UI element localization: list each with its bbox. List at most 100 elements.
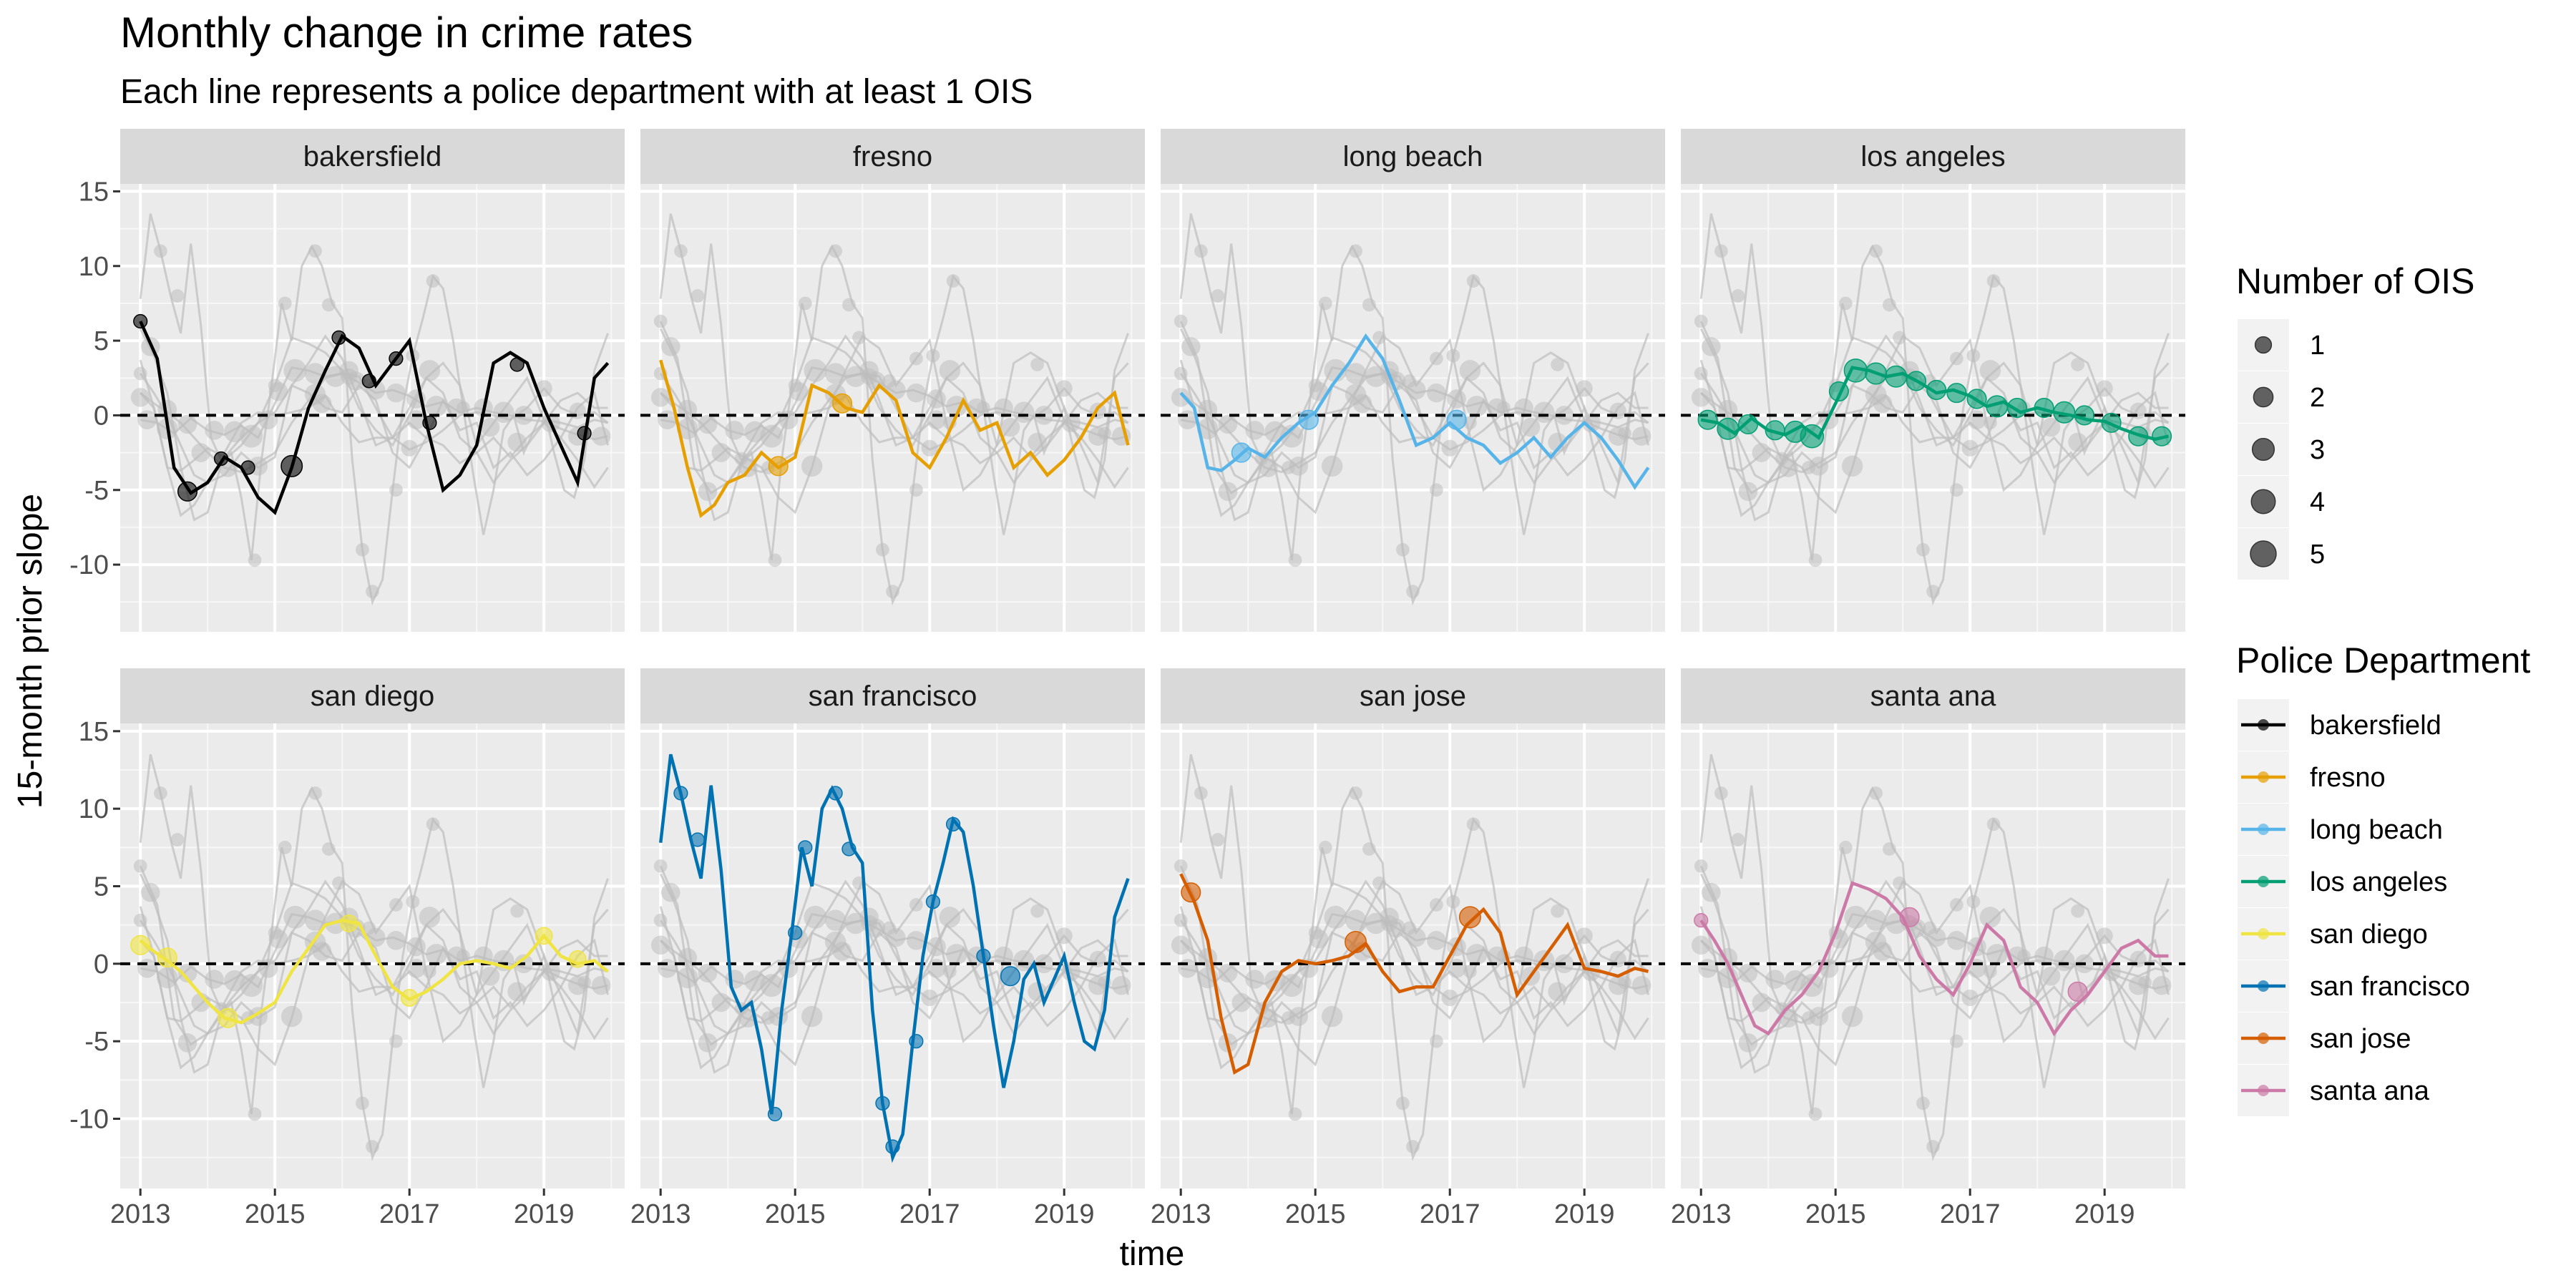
panel-san-jose: san jose xyxy=(1161,668,1665,1189)
series-point-bakersfield xyxy=(240,460,255,475)
color-legend-label: san jose xyxy=(2310,1024,2411,1054)
background-point-los-angeles xyxy=(386,383,406,403)
background-point-los-angeles xyxy=(907,383,926,403)
size-legend-label: 4 xyxy=(2310,487,2325,517)
background-point-los-angeles xyxy=(283,358,307,382)
series-point-san-francisco xyxy=(1000,966,1021,987)
series-point-long-beach xyxy=(1231,442,1252,463)
background-point-san-diego xyxy=(1441,989,1458,1007)
background-point-bakersfield xyxy=(1372,331,1386,345)
background-point-san-francisco xyxy=(1288,1107,1302,1121)
series-point-los-angeles xyxy=(1800,424,1825,449)
color-legend-label: san francisco xyxy=(2310,972,2470,1002)
background-point-san-francisco xyxy=(1211,289,1225,303)
strip-label: santa ana xyxy=(1870,680,1996,712)
background-point-san-francisco xyxy=(248,1107,262,1121)
background-line-san-jose xyxy=(1699,873,2169,1074)
panel-background xyxy=(120,184,625,632)
background-point-los-angeles xyxy=(1280,974,1304,997)
y-tick-label: -5 xyxy=(84,1027,109,1057)
background-point-los-angeles xyxy=(907,931,926,950)
series-point-san-francisco xyxy=(798,840,813,855)
background-point-los-angeles xyxy=(304,909,326,931)
background-point-los-angeles xyxy=(426,944,447,965)
background-point-santa-ana xyxy=(1174,366,1188,381)
background-point-los-angeles xyxy=(1245,421,1264,440)
x-tick-label: 2015 xyxy=(1805,1199,1866,1229)
background-point-san-jose xyxy=(419,907,441,928)
background-point-san-francisco xyxy=(1950,483,1963,497)
background-line-santa-ana xyxy=(1699,336,2169,485)
size-legend-label: 3 xyxy=(2310,435,2325,465)
background-point-san-francisco xyxy=(1318,840,1332,854)
background-point-bakersfield xyxy=(1694,314,1708,328)
panel-background xyxy=(1161,184,1665,632)
background-point-san-diego xyxy=(921,439,938,457)
background-point-bakersfield xyxy=(332,876,346,890)
series-line-san-jose xyxy=(1179,873,1649,1075)
series-point-san-jose xyxy=(1345,931,1367,953)
background-point-santa-ana xyxy=(507,432,527,452)
background-point-san-francisco xyxy=(322,842,336,856)
size-legend-point xyxy=(2251,437,2275,462)
x-tick-label: 2019 xyxy=(514,1199,575,1229)
background-point-san-francisco xyxy=(426,274,440,288)
background-point-los-angeles xyxy=(1324,358,1347,382)
background-point-san-jose xyxy=(1702,337,1721,356)
y-axis-title: 15-month prior slope xyxy=(11,494,49,809)
background-line-san-diego xyxy=(1700,919,2170,1024)
background-point-santa-ana xyxy=(1380,907,1399,927)
background-point-los-angeles xyxy=(137,959,157,978)
series-point-los-angeles xyxy=(1926,379,1947,401)
background-point-bakersfield xyxy=(1174,859,1188,873)
background-point-bakersfield xyxy=(1030,358,1044,371)
background-point-san-francisco xyxy=(1986,274,2001,288)
background-point-san-francisco xyxy=(170,289,185,303)
background-point-santa-ana xyxy=(859,361,879,381)
y-tick-labels: -10 -5 0 5 10 15 -10 -5 0 5 10 15 xyxy=(69,177,120,1135)
series-point-san-francisco xyxy=(788,925,803,940)
x-tick-label: 2013 xyxy=(110,1199,171,1229)
x-tick-label: 2017 xyxy=(379,1199,440,1229)
series-line-fresno xyxy=(659,359,1130,519)
background-point-los-angeles xyxy=(725,970,744,989)
series-point-san-francisco xyxy=(945,816,961,831)
series-point-long-beach xyxy=(1298,409,1319,430)
series-point-los-angeles xyxy=(2034,397,2054,419)
background-point-san-francisco xyxy=(248,553,262,567)
background-point-san-diego xyxy=(401,439,418,457)
series-point-san-diego xyxy=(568,950,587,968)
series-point-los-angeles xyxy=(1986,395,2009,418)
y-tick-label: 0 xyxy=(94,401,109,431)
background-point-san-francisco xyxy=(1966,348,1981,363)
strip-label: san diego xyxy=(311,680,434,712)
series-point-bakersfield xyxy=(177,481,198,502)
size-legend-point xyxy=(2250,540,2277,567)
background-point-los-angeles xyxy=(1324,905,1347,929)
background-point-bakersfield xyxy=(909,351,923,366)
background-point-bakersfield xyxy=(1174,314,1188,328)
background-point-san-francisco xyxy=(1926,585,1940,599)
series-point-los-angeles xyxy=(1946,383,1967,404)
panel-plot-area xyxy=(1161,213,1665,606)
size-legend-label: 2 xyxy=(2310,383,2325,413)
color-legend-point xyxy=(2258,771,2269,783)
size-legend-label: 1 xyxy=(2310,331,2325,361)
panel-plot-area xyxy=(120,213,625,606)
series-point-bakersfield xyxy=(331,330,346,346)
background-point-los-angeles xyxy=(1844,905,1868,929)
background-point-santa-ana xyxy=(1548,432,1567,452)
y-tick-label: 10 xyxy=(79,252,109,282)
background-point-san-francisco xyxy=(356,1096,369,1111)
x-tick-label: 2019 xyxy=(1034,1199,1095,1229)
background-point-san-francisco xyxy=(366,585,379,599)
panel-santa-ana: santa ana xyxy=(1681,668,2185,1189)
background-point-los-angeles xyxy=(1608,426,1628,446)
series-point-san-diego xyxy=(340,914,358,932)
background-point-san-francisco xyxy=(1430,1034,1443,1048)
panel-background xyxy=(120,723,625,1189)
panel-background xyxy=(640,723,1145,1189)
background-point-los-angeles xyxy=(386,931,406,950)
background-point-bakersfield xyxy=(1463,965,1477,979)
background-point-san-francisco xyxy=(154,786,167,800)
